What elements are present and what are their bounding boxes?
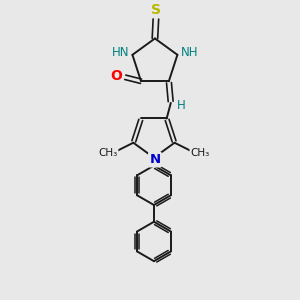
Text: H: H bbox=[177, 99, 186, 112]
Text: HN: HN bbox=[112, 46, 129, 59]
Text: CH₃: CH₃ bbox=[190, 148, 210, 158]
Text: O: O bbox=[110, 69, 122, 83]
Text: S: S bbox=[151, 3, 161, 17]
Text: N: N bbox=[149, 153, 161, 166]
Text: NH: NH bbox=[181, 46, 198, 59]
Text: CH₃: CH₃ bbox=[98, 148, 117, 158]
